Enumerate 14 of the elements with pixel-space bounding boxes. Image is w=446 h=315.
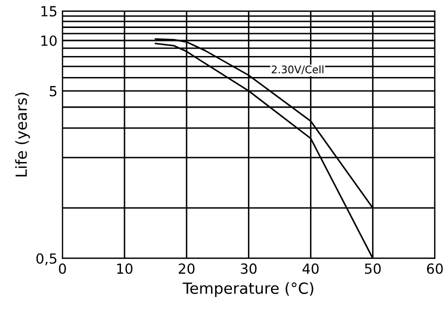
y-tick-label: 15 xyxy=(41,6,56,16)
y-tick-label: 5 xyxy=(50,86,56,96)
y-tick-label: 10 xyxy=(41,35,57,46)
x-tick-label: 40 xyxy=(302,263,319,274)
y-axis-title: Life (years) xyxy=(15,92,30,176)
x-tick-label: 0 xyxy=(58,263,66,274)
y-tick-label: 0,5 xyxy=(36,253,56,266)
annotation: 2.30V/Cell xyxy=(272,65,324,74)
x-tick-label: 50 xyxy=(365,263,381,274)
x-tick-label: 60 xyxy=(426,263,443,274)
x-axis-title: Temperature (°C) xyxy=(182,282,314,297)
x-tick-label: 10 xyxy=(117,263,132,274)
x-tick-label: 20 xyxy=(178,263,194,274)
x-tick-label: 30 xyxy=(240,263,257,274)
